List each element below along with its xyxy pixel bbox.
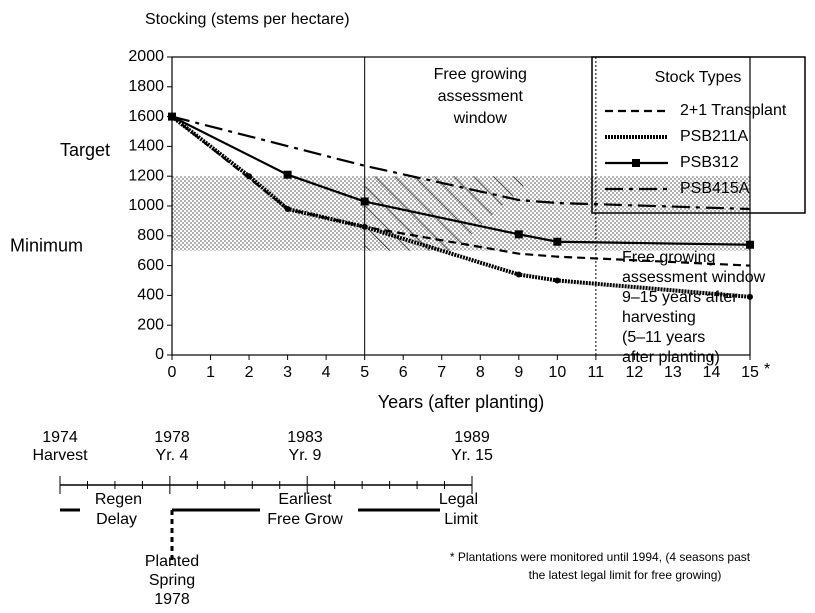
target-label: Target: [60, 140, 110, 160]
footnote: * Plantations were monitored until 1994,…: [450, 550, 751, 564]
phase-label: Delay: [96, 511, 137, 528]
planted-label: 1978: [154, 591, 190, 608]
planted-label: Planted: [145, 553, 199, 570]
x-tick-label: 12: [626, 364, 644, 381]
window-label: Free growing: [434, 66, 527, 83]
y-tick-label: 200: [137, 316, 164, 333]
x-tick-label: 14: [703, 364, 721, 381]
window-hatch: [364, 176, 535, 251]
legend-label: PSB415A: [680, 180, 750, 197]
phase-label: Limit: [444, 511, 478, 528]
marker: [283, 170, 292, 179]
marker: [514, 230, 523, 239]
x-tick-label: 8: [476, 364, 485, 381]
y-tick-label: 1400: [128, 138, 164, 155]
legend-marker: [632, 159, 640, 167]
marker: [515, 271, 522, 278]
marker: [746, 240, 754, 249]
x-tick-label: 7: [437, 364, 446, 381]
y-tick-label: 1800: [128, 78, 164, 95]
timeline-label: Yr. 4: [156, 447, 189, 464]
legend-label: PSB312: [680, 154, 739, 171]
side-note: 9–15 years after: [622, 289, 738, 306]
timeline-label: 1983: [287, 429, 323, 446]
timeline-label: Yr. 15: [451, 447, 493, 464]
legend-label: 2+1 Transplant: [680, 102, 787, 119]
x-tick-label: 0: [168, 364, 177, 381]
minimum-label: Minimum: [10, 236, 83, 256]
legend-title: Stock Types: [655, 69, 742, 86]
y-tick-label: 1200: [128, 167, 164, 184]
x-tick-label: 9: [514, 364, 523, 381]
y-tick-label: 600: [137, 257, 164, 274]
x-note-marker: *: [764, 361, 770, 378]
y-tick-label: 800: [137, 227, 164, 244]
x-tick-label: 11: [588, 364, 605, 381]
phase-label: Regen: [95, 491, 142, 508]
y-tick-label: 0: [155, 346, 164, 363]
marker: [360, 197, 369, 206]
timeline-label: 1974: [42, 429, 78, 446]
side-note: assessment window: [622, 269, 766, 286]
x-tick-label: 1: [206, 364, 215, 381]
marker: [284, 205, 291, 212]
y-tick-label: 400: [137, 287, 164, 304]
marker: [747, 293, 753, 300]
series-line: [171, 115, 751, 246]
side-note: Free growing: [622, 249, 715, 266]
legend-frame: [591, 56, 806, 214]
side-note: after planting): [622, 349, 720, 366]
phase-label: Legal: [439, 491, 478, 508]
x-tick-label: 15: [741, 364, 759, 381]
marker: [554, 277, 561, 284]
timeline-label: 1989: [454, 429, 490, 446]
x-tick-label: 6: [399, 364, 408, 381]
window-label: assessment: [438, 88, 524, 105]
chart-title: Stocking (stems per hectare): [145, 11, 350, 28]
y-tick-label: 1600: [128, 108, 164, 125]
x-tick-label: 3: [283, 364, 292, 381]
phase-label: Free Grow: [267, 511, 343, 528]
legend-label: PSB211A: [680, 128, 749, 145]
y-tick-label: 2000: [128, 48, 164, 65]
series-line: [171, 115, 751, 211]
timeline-label: Harvest: [32, 447, 88, 464]
phase-label: Earliest: [278, 491, 332, 508]
x-tick-label: 2: [245, 364, 254, 381]
footnote: the latest legal limit for free growing): [529, 568, 722, 582]
x-tick-label: 10: [548, 364, 566, 381]
planted-label: Spring: [149, 572, 195, 589]
side-note: harvesting: [622, 309, 696, 326]
x-tick-label: 13: [664, 364, 682, 381]
marker: [361, 223, 368, 230]
y-tick-label: 1000: [128, 197, 164, 214]
side-note: (5–11 years: [622, 329, 705, 346]
x-axis-label: Years (after planting): [378, 392, 544, 412]
window-label: window: [453, 110, 508, 127]
marker: [246, 173, 253, 180]
timeline-label: Yr. 9: [289, 447, 322, 464]
x-tick-label: 5: [360, 364, 369, 381]
marker: [553, 237, 562, 246]
timeline-label: 1978: [154, 429, 190, 446]
x-tick-label: 4: [322, 364, 331, 381]
